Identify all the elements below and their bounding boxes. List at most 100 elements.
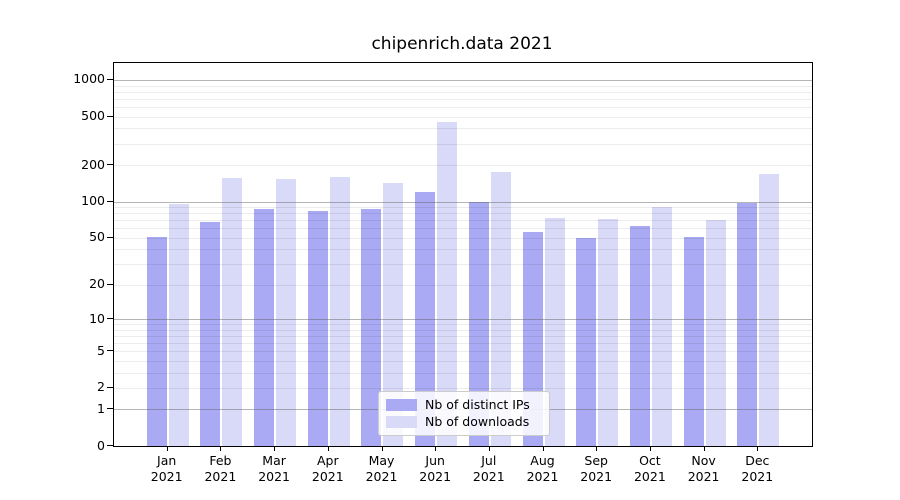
bar-ips-jul [468, 201, 489, 446]
y-tick-label-10: 10 [89, 310, 105, 326]
y-tick-mark-1 [107, 408, 113, 410]
x-tick-mark-may [381, 446, 383, 451]
bar-ips-mar [254, 208, 275, 446]
gridline-500 [114, 116, 812, 118]
legend-swatch-ips [386, 398, 417, 411]
x-tick-label-dec: Dec 2021 [741, 453, 774, 484]
y-tick-mark-10 [107, 318, 113, 319]
y-tick-mark-20 [107, 283, 113, 285]
x-tick-mark-jun [435, 446, 437, 451]
y-tick-label-2: 2 [97, 379, 105, 395]
legend: Nb of distinct IPs Nb of downloads [378, 391, 550, 436]
x-tick-label-feb: Feb 2021 [204, 453, 237, 484]
grid-layer [114, 63, 812, 446]
x-tick-mark-sep [596, 446, 598, 451]
x-tick-label-sep: Sep 2021 [580, 453, 613, 484]
gridline-900 [114, 85, 812, 87]
y-tick-mark-100 [107, 200, 113, 202]
bar-downloads-jul [490, 171, 511, 446]
x-tick-mark-feb [220, 446, 222, 451]
x-tick-label-jun: Jun 2021 [419, 453, 452, 484]
gridline-9 [114, 324, 812, 325]
y-tick-mark-200 [107, 164, 113, 165]
bar-downloads-sep [598, 218, 619, 446]
legend-label-downloads: Nb of downloads [425, 414, 530, 429]
gridline-3 [114, 372, 812, 374]
y-tick-mark-5 [107, 350, 113, 352]
gridline-600 [114, 107, 812, 108]
x-tick-mark-apr [327, 446, 329, 451]
y-tick-label-500: 500 [81, 108, 105, 124]
y-tick-label-1: 1 [97, 400, 105, 416]
y-tick-label-5: 5 [97, 342, 105, 358]
bar-ips-apr [307, 211, 328, 446]
legend-swatch-downloads [386, 415, 417, 428]
x-tick-mark-nov [703, 446, 705, 451]
bar-ips-may [361, 209, 382, 446]
plot-area [113, 62, 813, 447]
bar-downloads-nov [705, 220, 726, 446]
gridline-10 [114, 319, 812, 320]
gridline-20 [114, 284, 812, 286]
gridline-90 [114, 207, 812, 208]
gridline-800 [114, 91, 812, 93]
x-tick-mark-aug [542, 446, 544, 451]
bar-downloads-oct [651, 207, 672, 446]
gridline-60 [114, 228, 812, 230]
gridline-200 [114, 165, 812, 166]
legend-entry-ips: Nb of distinct IPs [386, 396, 543, 413]
x-tick-mark-jan [166, 446, 168, 451]
x-tick-label-may: May 2021 [365, 453, 398, 484]
gridline-400 [114, 128, 812, 130]
bar-downloads-aug [544, 218, 565, 446]
gridline-6 [114, 342, 812, 344]
x-tick-mark-oct [649, 446, 651, 451]
bar-ips-jan [146, 236, 167, 446]
x-tick-label-jul: Jul 2021 [472, 453, 505, 484]
gridline-30 [114, 264, 812, 266]
gridline-2 [114, 387, 812, 389]
gridline-100 [114, 201, 812, 203]
x-tick-label-nov: Nov 2021 [687, 453, 720, 484]
gridline-700 [114, 98, 812, 100]
bar-ips-feb [200, 222, 221, 446]
gridline-70 [114, 220, 812, 222]
y-tick-mark-1000 [107, 78, 113, 80]
y-tick-label-100: 100 [81, 193, 105, 208]
chart-title: chipenrich.data 2021 [371, 34, 553, 54]
bar-downloads-jan [168, 204, 189, 446]
bar-ips-jun [415, 191, 436, 446]
gridline-40 [114, 249, 812, 251]
x-tick-label-aug: Aug 2021 [526, 453, 559, 484]
y-tick-label-20: 20 [89, 276, 105, 292]
x-tick-mark-dec [757, 446, 759, 451]
bar-downloads-dec [759, 173, 780, 446]
bar-downloads-jun [437, 121, 458, 446]
y-tick-label-0: 0 [97, 437, 105, 453]
gridline-8 [114, 329, 812, 331]
x-tick-label-mar: Mar 2021 [258, 453, 290, 484]
gridline-50 [114, 237, 812, 239]
bar-ips-oct [629, 225, 650, 446]
x-tick-mark-jul [488, 446, 490, 451]
bar-ips-dec [737, 202, 758, 446]
bar-downloads-feb [222, 178, 243, 446]
gridline-5 [114, 351, 812, 353]
y-tick-label-1000: 1000 [73, 71, 105, 87]
bar-downloads-mar [276, 178, 297, 446]
x-tick-label-apr: Apr 2021 [311, 453, 344, 484]
gridline-7 [114, 335, 812, 337]
y-tick-label-200: 200 [81, 156, 105, 172]
x-tick-label-jan: Jan 2021 [150, 453, 183, 484]
gridline-1000 [114, 79, 812, 81]
y-tick-label-50: 50 [89, 229, 105, 245]
gridline-80 [114, 213, 812, 215]
bar-ips-sep [576, 237, 597, 446]
gridline-4 [114, 360, 812, 362]
y-tick-mark-50 [107, 236, 113, 238]
x-tick-mark-mar [274, 446, 276, 451]
bar-downloads-may [383, 182, 404, 446]
gridline-300 [114, 143, 812, 145]
y-tick-mark-500 [107, 115, 113, 117]
